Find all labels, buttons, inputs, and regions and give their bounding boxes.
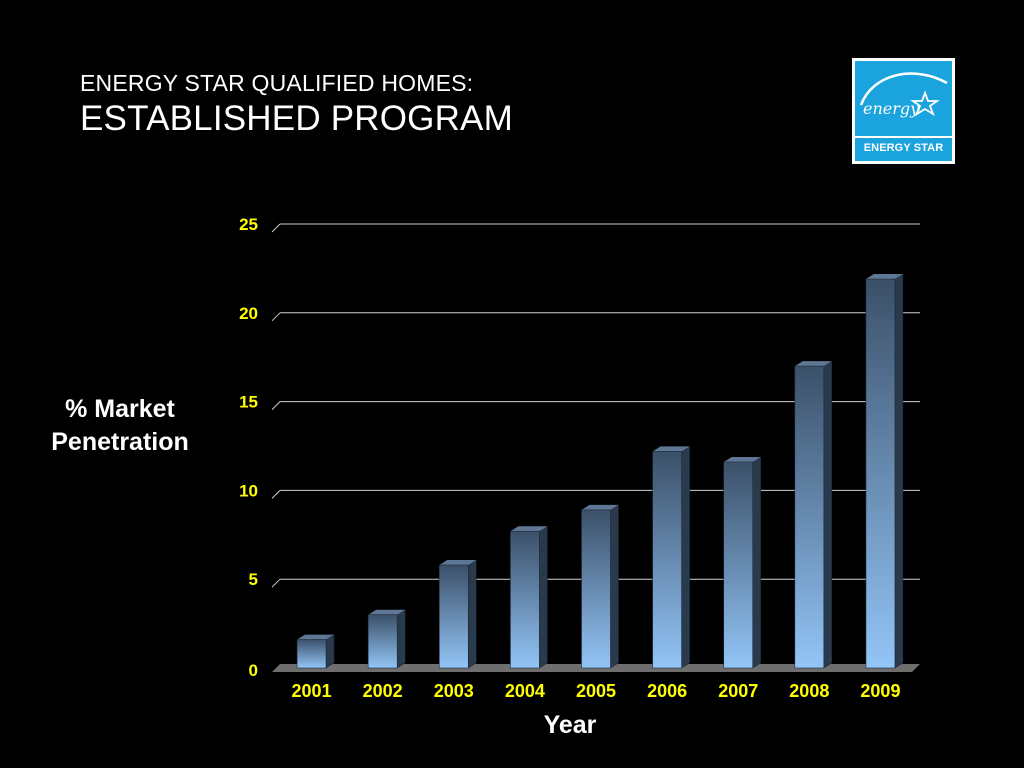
x-axis-label: Year [544, 711, 597, 739]
bar-side [752, 456, 761, 669]
bar-top [794, 361, 832, 367]
x-tick-label: 2005 [576, 681, 616, 701]
title-line-1: ENERGY STAR QUALIFIED HOMES: [80, 70, 474, 96]
gridline-depth [271, 578, 281, 588]
bar-2004 [510, 525, 548, 669]
slide-title: ENERGY STAR QUALIFIED HOMES: ESTABLISHED… [80, 68, 513, 140]
gridline-depth [271, 490, 281, 499]
y-axis-label-line-2: Penetration [51, 428, 189, 456]
y-tick-label: 15 [239, 393, 258, 412]
bar-2003 [438, 559, 477, 669]
y-tick-label: 0 [249, 661, 258, 680]
bar-side [396, 609, 406, 669]
bar-top [865, 274, 903, 280]
y-tick-label: 20 [239, 304, 258, 323]
bar-top [439, 559, 477, 565]
bar-top [297, 634, 335, 640]
bar-side [681, 445, 690, 669]
bar-top [652, 446, 690, 452]
x-tick-label: 2001 [292, 681, 332, 701]
x-tick-label: 2009 [860, 681, 900, 701]
y-tick-label: 25 [239, 215, 258, 234]
bars [296, 273, 904, 669]
gridline-depth [271, 223, 281, 233]
bar-front [723, 461, 754, 669]
y-axis-label: % Market Penetration [30, 393, 210, 459]
bar-2007 [723, 456, 761, 669]
gridline-depth [271, 401, 281, 410]
logo-panel: energy ENERGY STAR [855, 61, 952, 161]
bar-front [438, 564, 469, 669]
bar-2009 [865, 273, 904, 669]
title-line-2: ESTABLISHED PROGRAM [80, 99, 513, 138]
logo-swoosh-icon: energy [859, 72, 948, 118]
bar-2001 [296, 634, 335, 669]
bar-side [539, 525, 548, 669]
x-tick-label: 2003 [434, 681, 474, 701]
bar-side [610, 504, 619, 669]
bar-front [652, 451, 682, 669]
bar-top [581, 504, 619, 510]
x-tick-label: 2002 [363, 681, 403, 701]
bar-front [865, 278, 896, 669]
bar-side [325, 634, 335, 669]
bar-front [794, 365, 825, 669]
y-tick-label: 10 [239, 481, 258, 500]
bar-front [581, 509, 611, 669]
y-tick-labels: 0 5 10 15 20 25 [239, 215, 258, 680]
bar-2008 [794, 360, 833, 669]
x-tick-label: 2006 [647, 681, 687, 701]
logo-script-text: energy [863, 99, 920, 118]
x-tick-label: 2007 [718, 681, 758, 701]
gridline-depth [271, 312, 281, 322]
bar-top [368, 609, 406, 615]
bar-top [723, 456, 761, 462]
x-tick-label: 2004 [505, 681, 545, 701]
y-tick-label: 5 [249, 570, 258, 589]
energy-star-logo-icon: energy ENERGY STAR [852, 58, 955, 164]
bar-front [367, 614, 398, 669]
x-tick-labels: 2001 2002 2003 2004 2005 2006 2007 2008 2009 [292, 681, 901, 701]
x-tick-label: 2008 [789, 681, 829, 701]
bar-2006 [652, 445, 690, 669]
y-axis-label-line-1: % Market [65, 395, 175, 423]
bar-side [823, 360, 833, 669]
logo-label: ENERGY STAR [855, 136, 952, 158]
bar-2005 [581, 504, 619, 669]
bar-top [510, 526, 548, 532]
bar-front [296, 639, 327, 669]
bar-2002 [367, 609, 406, 669]
bar-side [468, 559, 477, 669]
bar-front [510, 530, 540, 669]
bar-side [894, 273, 904, 669]
